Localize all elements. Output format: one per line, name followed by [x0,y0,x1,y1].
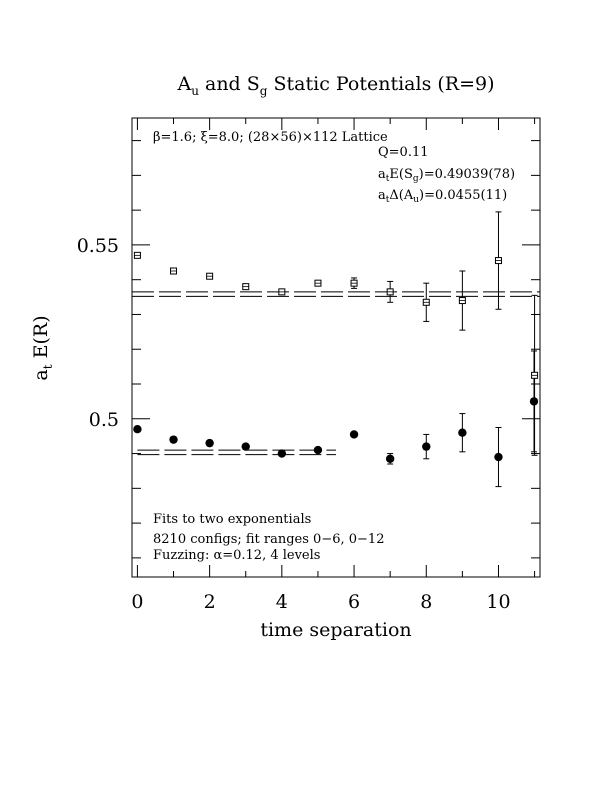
delta-mid: Δ(A [389,188,413,203]
sg-point-4 [277,449,287,458]
title-a: A [176,73,191,95]
x-axis-label: time separation [260,619,411,641]
x-tick-label-3: 6 [348,591,360,613]
annotation-q: Q=0.11 [378,145,429,160]
sg-point-7 [385,454,395,463]
energy-mid: E(S [389,167,412,182]
sg-point-3 [241,442,250,451]
title-rest: Static Potentials (R=9) [267,73,494,95]
title-s-subscript: g [260,84,268,98]
sg-point-9 [458,428,467,437]
delta-sub1: t [386,195,390,205]
ylabel-rest: E(R) [30,315,52,364]
sg-point-0 [133,425,142,434]
series-a-u [133,211,539,456]
plot-frame [131,117,541,578]
annotation-fit-2: 8210 configs; fit ranges 0−6, 0−12 [153,532,384,547]
title-mid: and S [199,73,260,95]
annotation-energy: atE(Sg)=0.49039(78) [378,167,515,184]
x-tick-label-5: 10 [486,591,510,613]
annotation-fit-1: Fits to two exponentials [153,512,311,527]
axis-ticks [132,118,540,577]
sg-point-5 [313,445,323,455]
y-tick-labels: 0.5 0.55 [77,235,119,431]
sg-point-11 [529,397,539,406]
fit-bands [132,291,540,456]
annotation-delta: atΔ(Au)=0.0455(11) [378,188,507,205]
annotation-lattice: β=1.6; ξ=8.0; (28×56)×112 Lattice [153,130,388,145]
y-tick-label-0: 0.5 [89,409,119,431]
x-tick-label-0: 0 [131,591,143,613]
chart-title: Au and Sg Static Potentials (R=9) [176,73,494,98]
energy-rest: )=0.49039(78) [419,167,515,182]
sg-point-2 [205,438,214,448]
energy-sub1: t [386,174,390,184]
sg-point-6 [349,430,359,439]
y-axis-label: at E(R) [30,315,55,380]
series-s-g [133,350,539,488]
ylabel-a: a [30,369,52,380]
energy-sub2: g [413,174,419,184]
title-a-subscript: u [191,84,199,98]
x-tick-labels: 0 2 4 6 8 10 [131,591,510,613]
delta-sub2: u [413,195,419,205]
energy-a: a [378,167,386,182]
y-tick-label-1: 0.55 [77,235,119,257]
x-tick-label-2: 4 [276,591,288,613]
x-tick-label-1: 2 [204,591,216,613]
sg-point-1 [169,435,178,444]
delta-a: a [378,188,386,203]
ylabel-sub: t [41,364,55,369]
delta-rest: )=0.0455(11) [419,188,507,203]
sg-point-10 [494,452,503,462]
x-tick-label-4: 8 [420,591,432,613]
sg-point-8 [422,442,431,451]
annotation-fit-3: Fuzzing: α=0.12, 4 levels [153,548,320,563]
